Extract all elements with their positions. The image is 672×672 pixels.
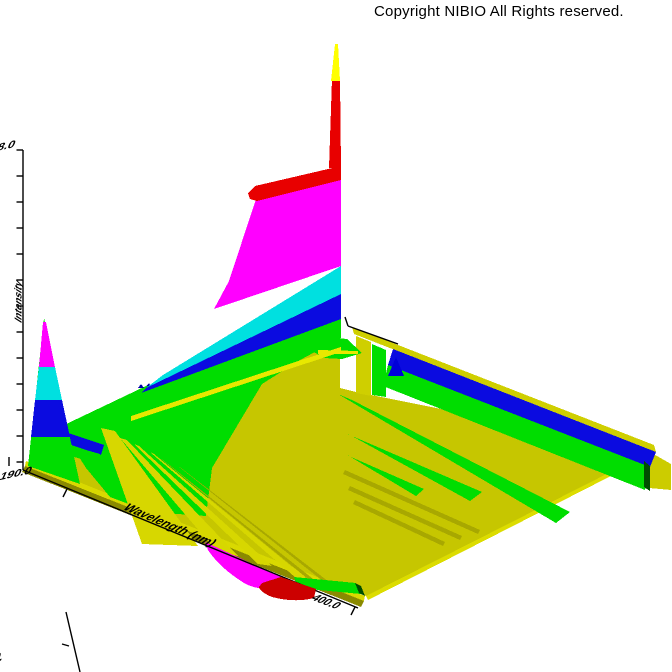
time-axis-stub [347, 325, 399, 345]
front-edge-ridge [294, 577, 365, 596]
far-edge-ridge [314, 327, 671, 491]
central-peak [141, 44, 341, 393]
left-solvent-peak [28, 318, 80, 484]
negative-dip-magenta [205, 542, 281, 589]
intensity-axis-label: Intensity [13, 277, 25, 326]
time-axis-lower-segment [65, 611, 81, 672]
central-peak-flank [53, 318, 342, 592]
negative-dip-red [259, 577, 316, 601]
copyright-text: Copyright NIBIO All Rights reserved. [374, 3, 624, 20]
intensity-axis-ticks [16, 149, 23, 463]
